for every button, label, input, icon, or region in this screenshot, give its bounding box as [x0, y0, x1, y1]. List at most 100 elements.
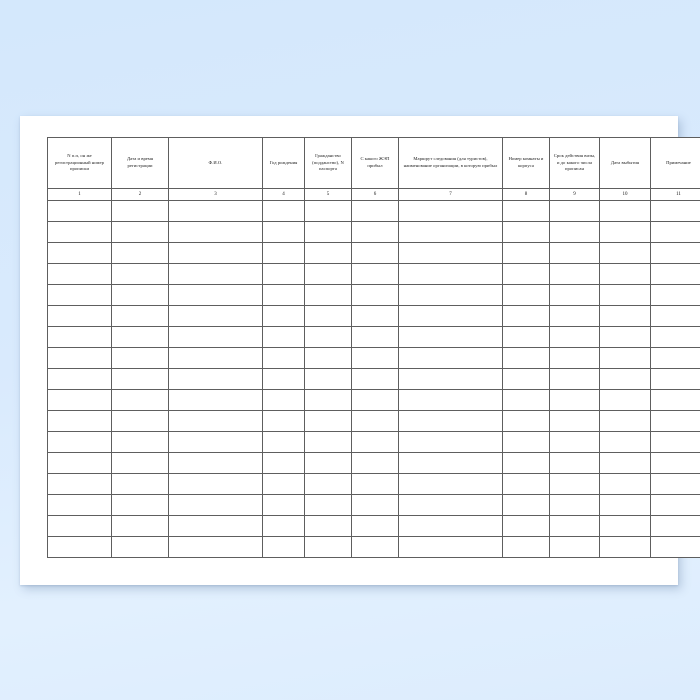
- table-cell[interactable]: [599, 410, 651, 432]
- table-cell[interactable]: [650, 263, 700, 285]
- table-cell[interactable]: [650, 452, 700, 474]
- table-cell[interactable]: [398, 452, 503, 474]
- table-cell[interactable]: [599, 473, 651, 495]
- table-cell[interactable]: [111, 515, 169, 537]
- table-cell[interactable]: [262, 431, 305, 453]
- table-cell[interactable]: [47, 242, 112, 264]
- table-cell[interactable]: [650, 473, 700, 495]
- table-cell[interactable]: [398, 263, 503, 285]
- table-cell[interactable]: [168, 494, 263, 516]
- table-cell[interactable]: [304, 263, 352, 285]
- table-cell[interactable]: [304, 242, 352, 264]
- table-cell[interactable]: [599, 347, 651, 369]
- table-cell[interactable]: [168, 347, 263, 369]
- table-cell[interactable]: [262, 305, 305, 327]
- table-cell[interactable]: [168, 284, 263, 306]
- table-cell[interactable]: [650, 221, 700, 243]
- table-cell[interactable]: [549, 347, 600, 369]
- table-cell[interactable]: [351, 452, 399, 474]
- table-cell[interactable]: [262, 284, 305, 306]
- table-cell[interactable]: [398, 242, 503, 264]
- table-cell[interactable]: [304, 368, 352, 390]
- table-cell[interactable]: [502, 431, 550, 453]
- table-cell[interactable]: [111, 263, 169, 285]
- table-cell[interactable]: [549, 263, 600, 285]
- table-row[interactable]: [47, 368, 700, 390]
- table-cell[interactable]: [304, 389, 352, 411]
- table-row[interactable]: [47, 452, 700, 474]
- table-cell[interactable]: [111, 326, 169, 348]
- table-cell[interactable]: [47, 263, 112, 285]
- table-cell[interactable]: [168, 221, 263, 243]
- table-cell[interactable]: [111, 431, 169, 453]
- table-cell[interactable]: [351, 536, 399, 558]
- table-cell[interactable]: [262, 326, 305, 348]
- table-cell[interactable]: [599, 536, 651, 558]
- table-cell[interactable]: [262, 221, 305, 243]
- table-cell[interactable]: [502, 284, 550, 306]
- table-cell[interactable]: [599, 242, 651, 264]
- table-cell[interactable]: [168, 452, 263, 474]
- table-cell[interactable]: [502, 452, 550, 474]
- table-cell[interactable]: [351, 305, 399, 327]
- table-cell[interactable]: [168, 242, 263, 264]
- table-cell[interactable]: [599, 494, 651, 516]
- table-cell[interactable]: [111, 200, 169, 222]
- table-cell[interactable]: [262, 410, 305, 432]
- table-cell[interactable]: [502, 515, 550, 537]
- table-cell[interactable]: [111, 368, 169, 390]
- table-cell[interactable]: [650, 368, 700, 390]
- table-cell[interactable]: [351, 242, 399, 264]
- table-cell[interactable]: [304, 284, 352, 306]
- table-cell[interactable]: [549, 221, 600, 243]
- table-cell[interactable]: [262, 536, 305, 558]
- table-cell[interactable]: [650, 536, 700, 558]
- table-cell[interactable]: [351, 326, 399, 348]
- table-cell[interactable]: [351, 368, 399, 390]
- table-cell[interactable]: [502, 242, 550, 264]
- table-cell[interactable]: [168, 200, 263, 222]
- table-cell[interactable]: [650, 200, 700, 222]
- table-cell[interactable]: [398, 347, 503, 369]
- table-cell[interactable]: [47, 515, 112, 537]
- table-cell[interactable]: [549, 389, 600, 411]
- table-cell[interactable]: [502, 200, 550, 222]
- table-cell[interactable]: [549, 536, 600, 558]
- table-cell[interactable]: [599, 452, 651, 474]
- table-cell[interactable]: [398, 305, 503, 327]
- table-cell[interactable]: [549, 368, 600, 390]
- table-cell[interactable]: [111, 347, 169, 369]
- table-row[interactable]: [47, 263, 700, 285]
- table-cell[interactable]: [502, 347, 550, 369]
- table-row[interactable]: [47, 389, 700, 411]
- table-cell[interactable]: [502, 368, 550, 390]
- table-cell[interactable]: [47, 389, 112, 411]
- table-cell[interactable]: [47, 200, 112, 222]
- table-cell[interactable]: [549, 452, 600, 474]
- table-cell[interactable]: [168, 431, 263, 453]
- table-cell[interactable]: [351, 410, 399, 432]
- table-cell[interactable]: [111, 221, 169, 243]
- table-cell[interactable]: [111, 494, 169, 516]
- table-cell[interactable]: [111, 473, 169, 495]
- table-cell[interactable]: [168, 326, 263, 348]
- table-cell[interactable]: [168, 263, 263, 285]
- table-cell[interactable]: [549, 326, 600, 348]
- table-cell[interactable]: [398, 326, 503, 348]
- table-cell[interactable]: [502, 494, 550, 516]
- table-cell[interactable]: [304, 410, 352, 432]
- table-cell[interactable]: [111, 284, 169, 306]
- table-row[interactable]: [47, 347, 700, 369]
- table-cell[interactable]: [599, 431, 651, 453]
- table-cell[interactable]: [47, 494, 112, 516]
- table-row[interactable]: [47, 221, 700, 243]
- table-cell[interactable]: [168, 368, 263, 390]
- table-cell[interactable]: [111, 242, 169, 264]
- table-cell[interactable]: [398, 536, 503, 558]
- table-row[interactable]: [47, 515, 700, 537]
- table-cell[interactable]: [262, 347, 305, 369]
- table-cell[interactable]: [304, 515, 352, 537]
- table-cell[interactable]: [47, 452, 112, 474]
- table-cell[interactable]: [599, 326, 651, 348]
- table-cell[interactable]: [47, 410, 112, 432]
